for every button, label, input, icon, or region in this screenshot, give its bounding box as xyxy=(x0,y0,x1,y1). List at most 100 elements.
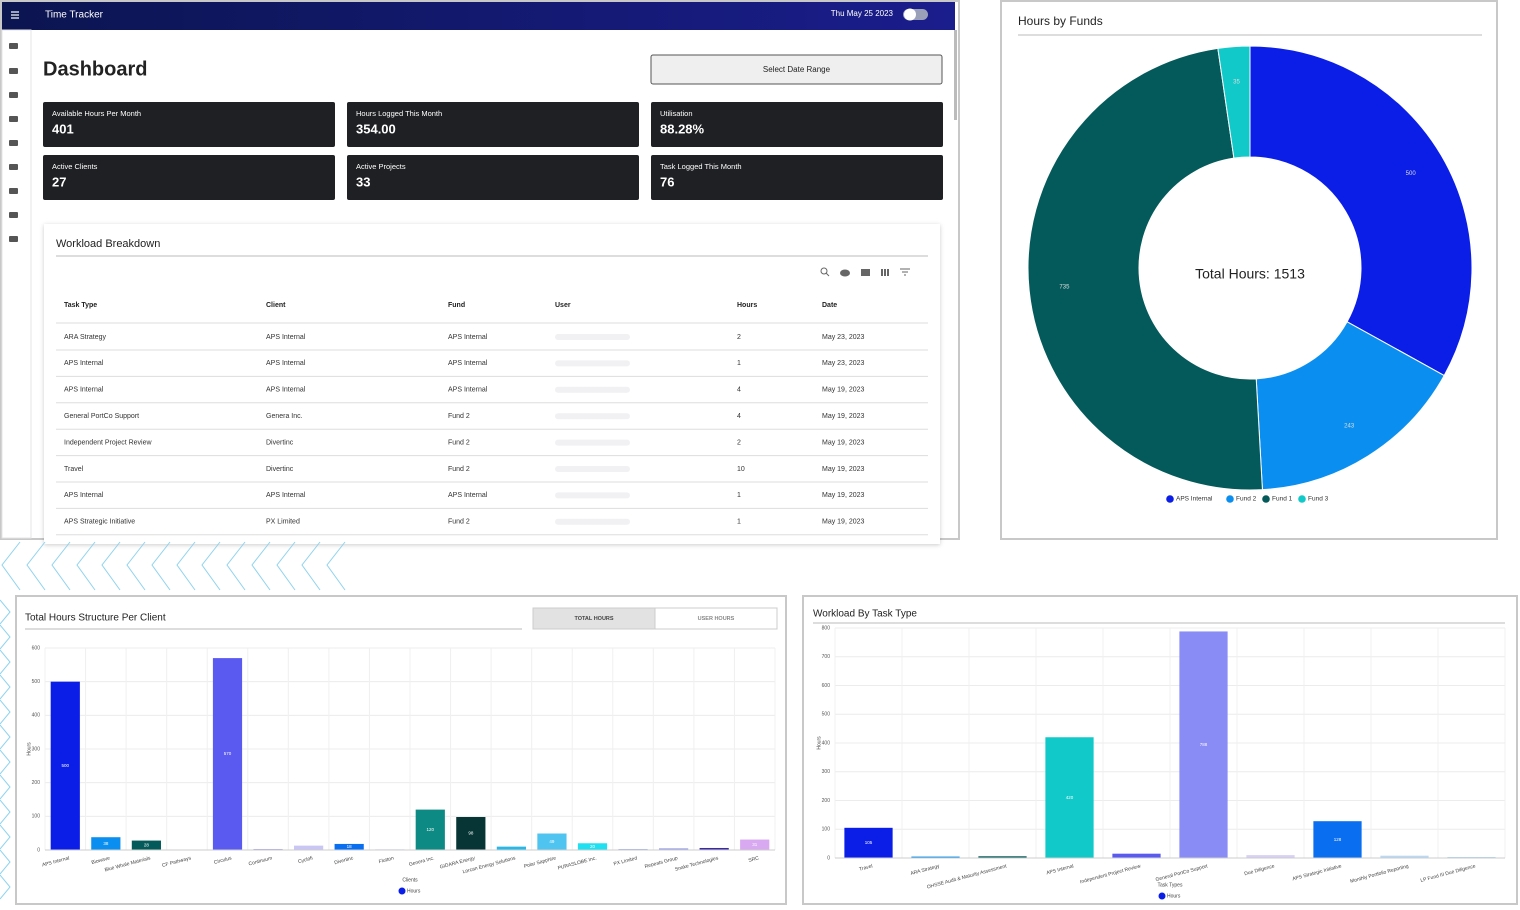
app-title: Time Tracker xyxy=(45,10,104,21)
stat-value: 401 xyxy=(52,121,74,136)
decoration xyxy=(276,541,296,591)
stat-card xyxy=(347,155,639,200)
bar-value-label: 420 xyxy=(1066,795,1074,800)
bar xyxy=(978,856,1027,858)
nav-icon[interactable] xyxy=(9,68,18,74)
toggle-button[interactable] xyxy=(654,607,778,630)
table-cell: APS Internal xyxy=(266,387,306,394)
table-cell: Divertinc xyxy=(266,439,294,446)
stat-card xyxy=(651,102,943,147)
stat-label: Available Hours Per Month xyxy=(52,109,141,118)
x-tick-label: Circulus xyxy=(213,855,232,866)
nav-icon[interactable] xyxy=(9,212,18,218)
y-axis-label: Hours xyxy=(26,742,32,756)
x-tick-label: Travel xyxy=(859,863,874,872)
page-title: Dashboard xyxy=(43,58,147,80)
bar xyxy=(844,827,893,858)
chart-title: Hours by Funds xyxy=(1018,14,1103,28)
y-tick-label: 600 xyxy=(822,683,831,689)
donut-slice xyxy=(1027,47,1263,491)
table-cell: General PortCo Support xyxy=(64,413,139,420)
download-icon[interactable] xyxy=(840,269,850,277)
y-tick-label: 400 xyxy=(822,740,831,746)
bar xyxy=(50,681,80,850)
decoration xyxy=(151,541,171,591)
decoration xyxy=(51,541,71,591)
bar-value-label: 49 xyxy=(549,839,555,844)
decoration xyxy=(0,649,11,675)
column-header: Client xyxy=(266,302,286,309)
x-axis-label: Task Types xyxy=(1158,882,1183,888)
sidebar xyxy=(1,29,32,539)
y-tick-label: 400 xyxy=(32,713,41,719)
table-cell: May 19, 2023 xyxy=(822,519,865,526)
bar xyxy=(294,845,324,850)
x-axis-label: Clients xyxy=(402,877,418,883)
stat-label: Hours Logged This Month xyxy=(356,109,442,118)
legend-swatch xyxy=(1166,495,1174,503)
table-toolbar xyxy=(820,267,910,277)
chart-title: Total Hours Structure Per Client xyxy=(25,613,166,624)
y-tick-label: 200 xyxy=(32,780,41,786)
nav-icon[interactable] xyxy=(9,188,18,194)
x-tick-label: Flutton xyxy=(378,855,395,865)
donut-slice xyxy=(1255,321,1445,491)
toggle-label: TOTAL HOURS xyxy=(574,616,613,622)
y-tick-label: 500 xyxy=(822,712,831,718)
blurred-user xyxy=(555,466,630,472)
decoration xyxy=(0,599,11,625)
stat-value: 33 xyxy=(356,174,370,189)
y-tick-label: 300 xyxy=(32,746,41,752)
table-cell: APS Internal xyxy=(266,360,306,367)
bar-value-label: 788 xyxy=(1200,742,1208,747)
x-tick-label: Biowave xyxy=(91,855,111,866)
table-cell: 1 xyxy=(737,492,741,499)
y-tick-label: 200 xyxy=(822,798,831,804)
nav-icon[interactable] xyxy=(9,43,18,49)
table-cell: May 19, 2023 xyxy=(822,492,865,499)
bar-value-label: 128 xyxy=(1334,837,1342,842)
table-cell: Divertinc xyxy=(266,466,294,473)
x-tick-label: SRC xyxy=(748,855,760,864)
decoration xyxy=(0,874,11,900)
date-range-button[interactable] xyxy=(650,54,943,85)
bar-value-label: 38 xyxy=(103,841,109,846)
bar-value-label: 120 xyxy=(427,827,435,832)
bar xyxy=(456,817,486,850)
nav-icon[interactable] xyxy=(9,164,18,170)
slice-label: 35 xyxy=(1233,80,1240,86)
y-tick-label: 100 xyxy=(32,814,41,820)
donut-slice xyxy=(1217,45,1251,159)
table-cell: May 19, 2023 xyxy=(822,466,865,473)
nav-icon[interactable] xyxy=(9,236,18,242)
decoration xyxy=(0,824,11,850)
bar xyxy=(699,847,729,850)
decoration xyxy=(251,541,271,591)
print-icon[interactable] xyxy=(861,269,870,276)
toggle-label: USER HOURS xyxy=(698,616,735,622)
column-header: Task Type xyxy=(64,302,97,309)
x-tick-label: Cyclofi xyxy=(297,855,313,865)
stat-label: Task Logged This Month xyxy=(660,162,742,171)
nav-icon[interactable] xyxy=(9,92,18,98)
stat-value: 354.00 xyxy=(356,121,396,136)
nav-icon[interactable] xyxy=(9,140,18,146)
decoration xyxy=(101,541,121,591)
stat-label: Active Projects xyxy=(356,162,406,171)
blurred-user xyxy=(555,492,630,499)
decoration xyxy=(1,541,21,591)
nav-icon[interactable] xyxy=(9,116,18,122)
workload-card xyxy=(44,224,940,544)
table-cell: APS Internal xyxy=(448,334,488,341)
bar-value-label: 500 xyxy=(62,763,70,768)
legend-swatch xyxy=(1158,892,1166,900)
table-cell: Fund 2 xyxy=(448,519,470,526)
x-tick-label: Divertinc xyxy=(334,855,355,866)
decoration xyxy=(176,541,196,591)
menu-icon[interactable] xyxy=(11,11,19,19)
scrollbar xyxy=(954,30,957,120)
legend-swatch xyxy=(398,887,406,895)
blurred-user xyxy=(555,439,630,446)
